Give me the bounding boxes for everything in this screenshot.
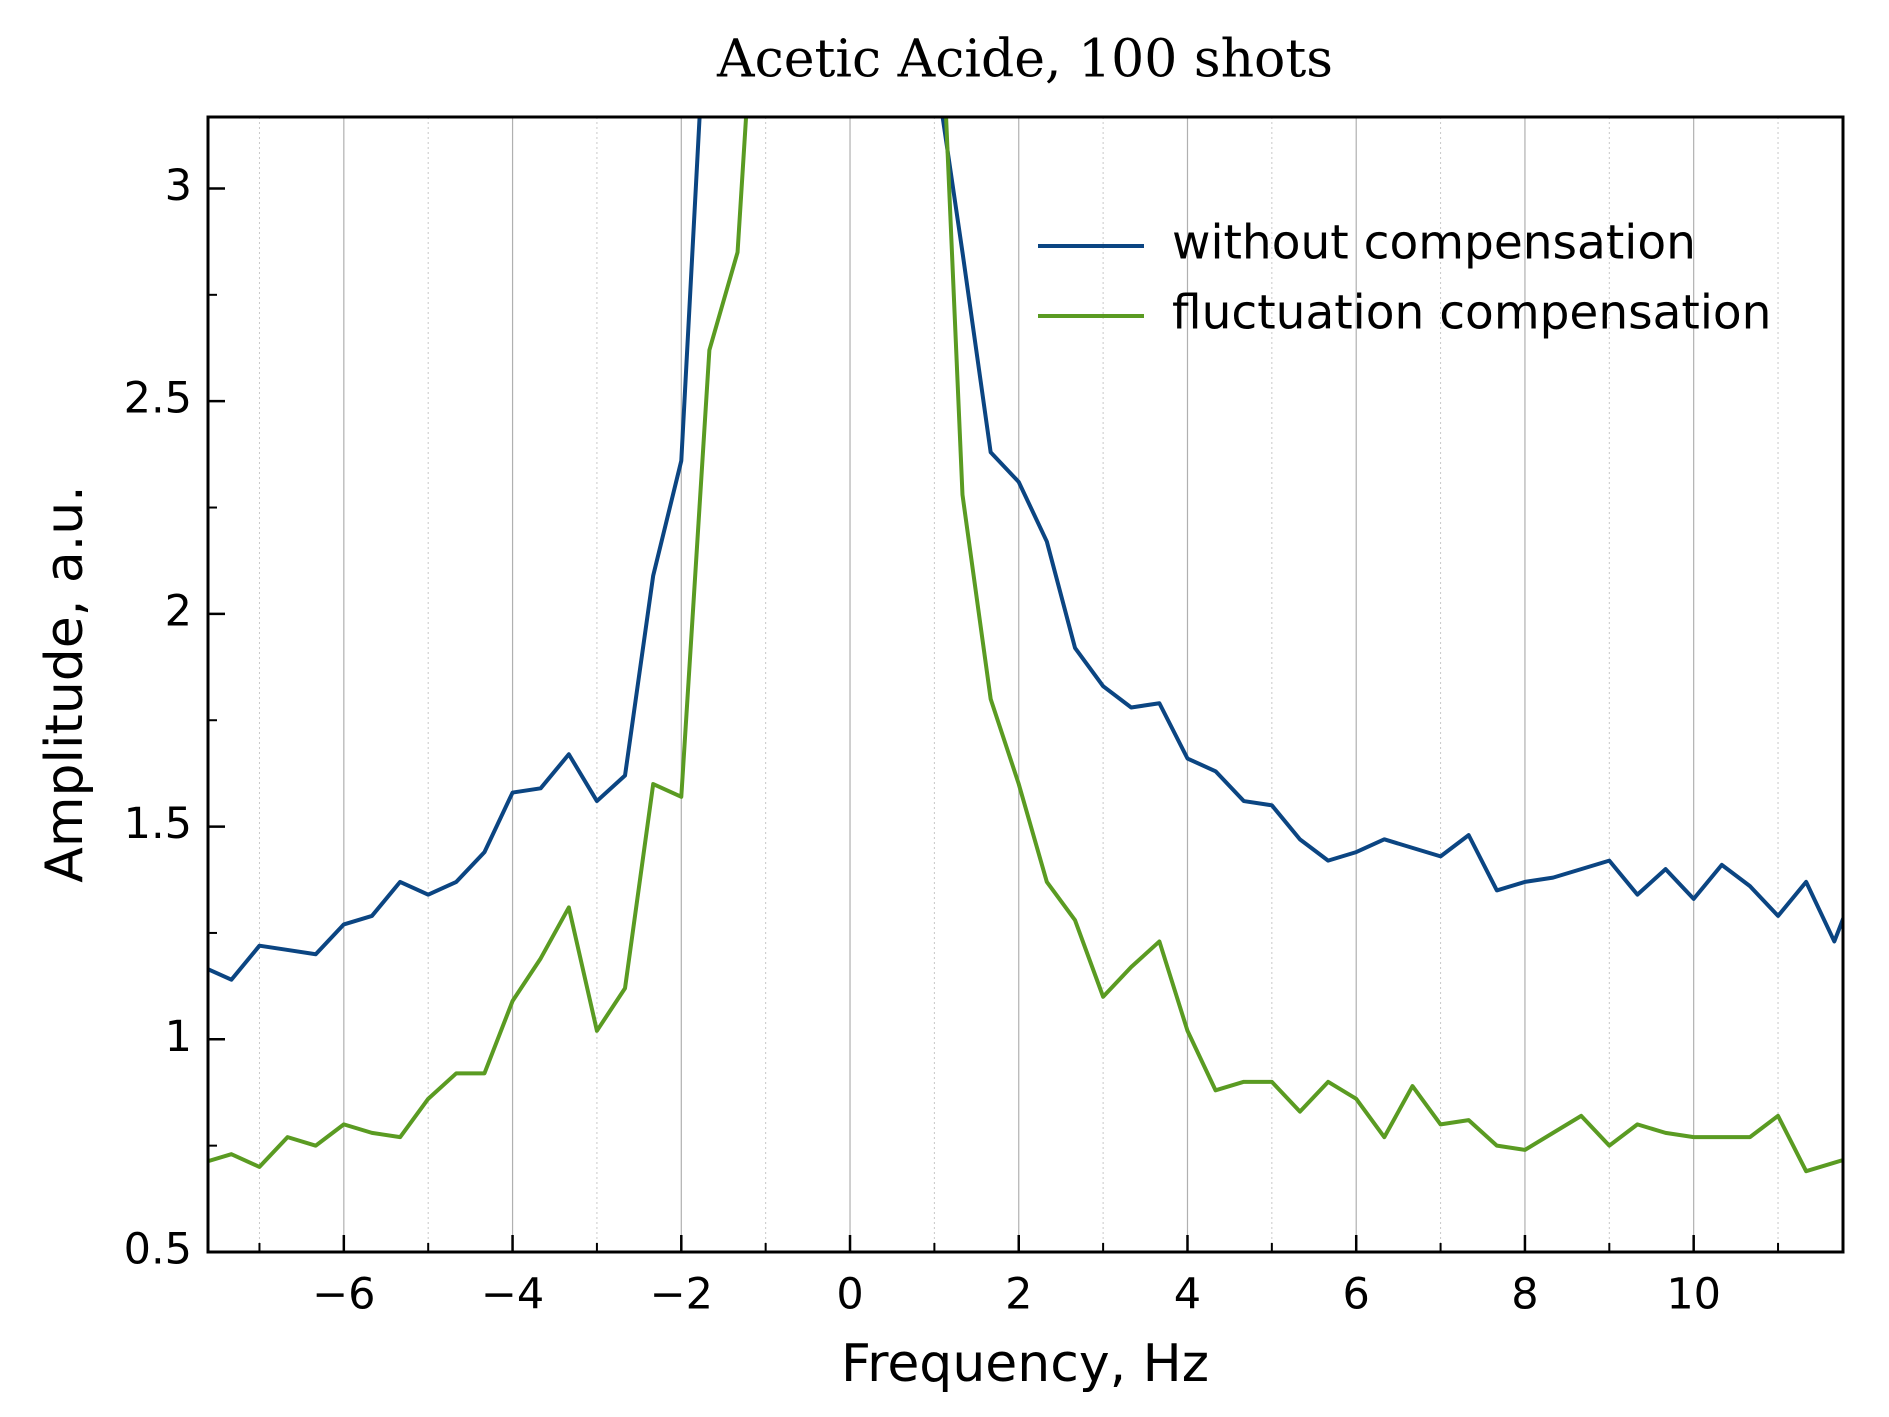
y-tick-label: 3 [165, 161, 192, 211]
x-tick-label: 8 [1511, 1270, 1538, 1320]
x-tick-label: 2 [1005, 1270, 1032, 1320]
series-line [208, 117, 1843, 1174]
y-axis-label: Amplitude, a.u. [35, 485, 95, 882]
x-tick-label: 6 [1343, 1270, 1370, 1320]
legend-label: without compensation [1172, 216, 1696, 271]
y-tick-label: 2.5 [124, 374, 192, 424]
series-line [208, 117, 1843, 982]
x-tick-label: 4 [1174, 1270, 1201, 1320]
y-tick-label: 2 [165, 586, 192, 636]
x-tick-label: 0 [836, 1270, 863, 1320]
legend: without compensation fluctuation compensa… [1038, 216, 1771, 341]
plot-lines [208, 117, 1843, 1174]
x-tick-label: −4 [481, 1270, 544, 1320]
x-axis-label: Frequency, Hz [841, 1334, 1209, 1394]
grid [258, 117, 1779, 1252]
legend-label: fluctuation compensation [1172, 286, 1771, 341]
chart-title: Acetic Acide, 100 shots [716, 30, 1333, 90]
x-tick-label: 10 [1666, 1270, 1721, 1320]
y-tick-label: 1.5 [124, 799, 192, 849]
y-tick-label: 0.5 [124, 1225, 192, 1275]
plot-frame [206, 115, 1845, 1254]
x-tick-label: −6 [312, 1270, 375, 1320]
y-tick-label: 1 [165, 1012, 192, 1062]
ticks: −6 −4 −2 0 2 4 6 8 10 0.5 1 1.5 2 2.5 3 [124, 161, 1780, 1320]
x-tick-label: −2 [650, 1270, 713, 1320]
